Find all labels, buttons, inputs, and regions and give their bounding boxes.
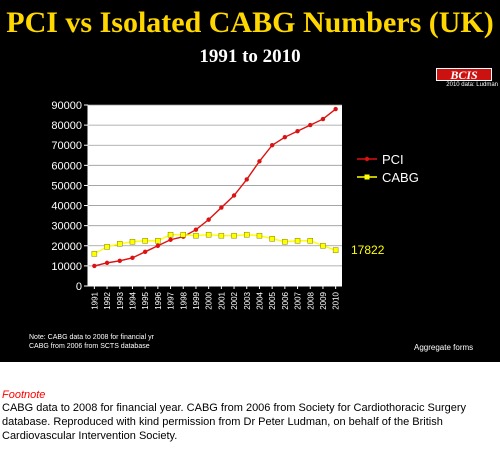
x-tick-label: 1999	[192, 291, 201, 309]
cabg-point	[294, 238, 301, 244]
cabg-point	[307, 238, 313, 244]
x-tick-label: 2007	[294, 291, 303, 309]
x-tick-label: 1995	[141, 291, 150, 309]
cabg-point	[129, 239, 136, 245]
x-tick-label: 1994	[128, 291, 137, 309]
slide: PCI vs Isolated CABG Numbers (UK) 1991 t…	[0, 0, 500, 362]
data-note-line-2: CABG from 2006 from SCTS database	[29, 343, 150, 350]
pci-point	[142, 249, 148, 255]
aggregate-forms-label: Aggregate forms	[414, 343, 474, 352]
y-tick-label: 0	[76, 281, 82, 293]
bcis-logo: BCIS	[436, 68, 492, 82]
pci-point	[92, 263, 97, 269]
pci-line	[94, 108, 337, 267]
x-tick-label: 2008	[306, 291, 315, 309]
chart-subtitle: 1991 to 2010	[199, 46, 301, 67]
pci-point	[320, 116, 326, 122]
cabg-point	[269, 235, 275, 242]
logo-caption: 2010 data: Ludman	[446, 82, 498, 88]
legend-marker-pci	[364, 156, 370, 162]
footnote-text: CABG data to 2008 for financial year. CA…	[2, 402, 467, 442]
pci-point	[244, 177, 249, 182]
cabg-point	[205, 231, 212, 238]
y-tick-label: 20000	[51, 241, 82, 253]
y-tick-label: 60000	[51, 160, 82, 172]
cabg-point	[320, 243, 326, 249]
x-tick-label: 1997	[167, 291, 176, 309]
y-tick-label: 80000	[51, 120, 82, 132]
pci-point	[295, 128, 300, 134]
pci-point	[257, 159, 262, 164]
cabg-point	[231, 232, 237, 239]
cabg-point	[193, 232, 199, 239]
cabg-last-value-label: 17822	[351, 243, 385, 257]
cabg-point	[218, 232, 225, 239]
x-tick-label: 2004	[255, 291, 264, 309]
pci-point	[168, 237, 173, 242]
cabg-point	[104, 244, 110, 250]
pci-point	[269, 143, 275, 148]
chart: 0 10000 20000 30000 40000 50000 60000 70000 8000…	[51, 100, 419, 310]
x-tick-label: 2000	[205, 291, 214, 309]
x-tick-label: 1991	[90, 291, 99, 309]
y-tick-label: 70000	[51, 140, 82, 152]
x-tick-label: 2005	[268, 291, 277, 309]
cabg-point	[180, 231, 186, 238]
y-tick-label: 30000	[51, 221, 82, 233]
cabg-point	[282, 239, 288, 245]
pci-point	[117, 258, 122, 264]
cabg-point	[256, 232, 263, 239]
pci-point	[219, 205, 224, 210]
pci-point	[130, 255, 135, 261]
pci-point	[155, 243, 161, 248]
legend-label-cabg: CABG	[382, 170, 419, 185]
x-tick-label: 1993	[116, 291, 125, 309]
legend-label-pci: PCI	[382, 152, 404, 167]
pci-point	[193, 227, 199, 232]
pci-point	[231, 193, 237, 198]
y-tick-label: 40000	[51, 201, 82, 213]
footnote-title: Footnote	[2, 389, 46, 401]
cabg-point	[117, 241, 123, 247]
cabg-point	[155, 238, 161, 244]
x-tick-label: 2001	[217, 291, 226, 309]
x-tick-label: 2002	[230, 291, 239, 309]
x-tick-label: 2006	[281, 291, 290, 309]
cabg-point	[167, 231, 174, 238]
legend-marker-cabg	[364, 174, 370, 180]
x-tick-label: 1998	[179, 291, 188, 309]
x-tick-label: 1992	[103, 291, 112, 309]
pci-point	[206, 217, 211, 222]
data-note: Note: CABG data to 2008 for financial yr…	[29, 333, 154, 351]
pci-point	[282, 134, 288, 140]
x-tick-label: 2009	[319, 291, 328, 309]
y-tick-label: 90000	[51, 100, 82, 112]
y-tick-label: 10000	[51, 261, 82, 273]
y-tick-label: 50000	[51, 180, 82, 192]
pci-point	[104, 260, 110, 266]
pci-point	[308, 122, 313, 128]
pci-point	[333, 106, 338, 112]
cabg-point	[332, 247, 339, 253]
cabg-point	[91, 251, 98, 257]
x-tick-label: 2010	[332, 291, 341, 309]
x-tick-label: 1996	[154, 291, 163, 309]
cabg-point	[244, 231, 250, 238]
cabg-point	[142, 238, 148, 244]
chart-title: PCI vs Isolated CABG Numbers (UK)	[6, 6, 494, 39]
plot-area	[88, 105, 342, 286]
data-note-line-1: Note: CABG data to 2008 for financial yr	[29, 334, 154, 341]
x-tick-label: 2003	[243, 291, 252, 309]
